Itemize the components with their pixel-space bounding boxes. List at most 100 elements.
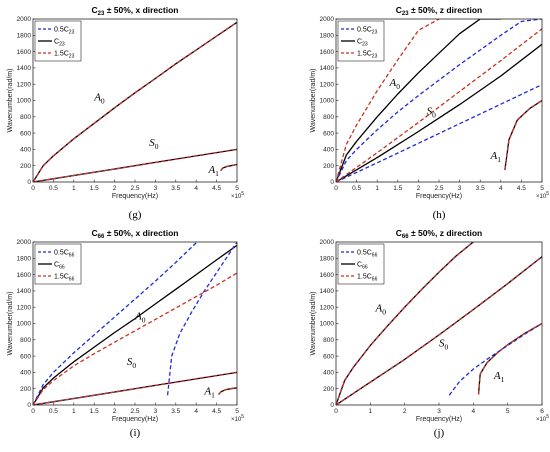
series-line-s0-1_5 [336, 28, 542, 182]
x-tick-label: 0 [31, 408, 35, 415]
y-tick-label: 1400 [17, 288, 32, 295]
chart-title: C66 ± 50%, z direction [396, 228, 482, 240]
x-tick-label: 2 [113, 408, 117, 415]
x-tick-label: 3.5 [171, 408, 180, 415]
chart-title: C23 ± 50%, z direction [396, 5, 482, 17]
y-tick-label: 1000 [17, 321, 32, 328]
y-tick-label: 400 [20, 147, 31, 154]
chart-panel: C66 ± 50%, z direction 0 1 2 3 4 5 6 0 200 400 600 8… [310, 228, 549, 439]
y-tick-label: 1600 [17, 49, 32, 56]
x-tick-label: 1 [72, 185, 76, 192]
x-tick-label: 4.5 [517, 185, 526, 192]
x-tick-label: 2 [113, 185, 117, 192]
series-line-a0-0_5 [336, 19, 542, 182]
x-tick-label: 1.5 [393, 185, 402, 192]
panel-label: (g) [129, 209, 142, 221]
series-group [33, 242, 237, 405]
x-tick-label: 1.5 [90, 408, 99, 415]
y-tick-label: 200 [323, 163, 334, 170]
x-tick-label: 5 [235, 408, 239, 415]
y-tick-label: 200 [323, 386, 334, 393]
y-tick-label: 1200 [320, 81, 335, 88]
x-tick-label: 1 [375, 185, 379, 192]
series-line-a0-1_5 [336, 242, 474, 405]
series-line-s0-1_0 [336, 43, 542, 182]
y-tick-label: 1400 [320, 65, 335, 72]
y-tick-label: 800 [323, 337, 334, 344]
x-axis-exponent: ×105 [536, 191, 549, 200]
x-tick-label: 1 [72, 408, 76, 415]
x-tick-label: 4.5 [212, 185, 221, 192]
series-line-s0-0_5 [336, 84, 542, 182]
series-line-a0-1_0 [33, 244, 237, 405]
y-tick-label: 200 [20, 386, 31, 393]
y-tick-label: 1000 [320, 321, 335, 328]
y-axis-label: Wavenumber(rad/m) [7, 69, 14, 133]
legend: 0.5C66 C66 1.5C66 [337, 243, 385, 285]
series-group [33, 21, 237, 182]
x-tick-label: 0 [334, 408, 338, 415]
series-line-a1-0_5 [448, 322, 542, 396]
x-tick-label: 5 [540, 185, 544, 192]
x-tick-label: 2 [417, 185, 421, 192]
y-axis-label: Wavenumber(rad/m) [310, 292, 317, 356]
y-tick-label: 1000 [320, 98, 335, 105]
legend-entry: C23 [54, 39, 65, 48]
y-tick-label: 1600 [320, 272, 335, 279]
y-axis-label: Wavenumber(rad/m) [7, 292, 14, 356]
x-tick-label: 0.5 [352, 185, 361, 192]
series-group [336, 242, 542, 405]
x-tick-label: 2.5 [130, 408, 139, 415]
series-group [336, 19, 542, 182]
x-tick-label: 3 [437, 408, 441, 415]
chart-panel: C23 ± 50%, x direction 0 0.5 1 1.5 2 2.5 3 3.5 4 4… [7, 5, 244, 221]
x-tick-label: 0 [31, 185, 35, 192]
y-tick-label: 1400 [17, 65, 32, 72]
y-tick-label: 0 [27, 179, 31, 186]
series-line-s0-1_5 [33, 371, 237, 405]
y-tick-label: 1600 [17, 272, 32, 279]
x-tick-label: 4 [194, 408, 198, 415]
x-tick-label: 5 [506, 408, 510, 415]
y-tick-label: 600 [323, 353, 334, 360]
mode-label: S0 [427, 105, 437, 119]
chart-panel: C66 ± 50%, x direction 0 0.5 1 1.5 2 2.5 3 3.5 4 4… [7, 228, 244, 439]
x-tick-label: 1 [369, 408, 373, 415]
series-line-a0-0_5 [33, 242, 197, 405]
y-tick-label: 2000 [17, 16, 32, 23]
y-tick-label: 800 [20, 337, 31, 344]
legend-entry: 0.5C66 [54, 250, 75, 259]
mode-label: A1 [207, 164, 219, 178]
y-tick-label: 1400 [320, 288, 335, 295]
legend-entry: 1.5C23 [54, 51, 75, 60]
x-axis-label: Frequency(Hz) [112, 416, 158, 423]
series-line-s0-1_5 [33, 148, 237, 182]
y-tick-label: 1800 [17, 256, 32, 263]
x-axis-label: Frequency(Hz) [416, 416, 462, 423]
legend-entry: 1.5C66 [54, 274, 75, 283]
series-line-a0-1_5 [33, 272, 237, 405]
y-tick-label: 1800 [320, 33, 335, 40]
y-tick-label: 2000 [17, 239, 32, 246]
panel-label: (i) [130, 427, 141, 439]
x-tick-label: 3.5 [476, 185, 485, 192]
y-tick-label: 1200 [17, 81, 32, 88]
y-tick-label: 400 [20, 370, 31, 377]
x-tick-label: 2.5 [130, 185, 139, 192]
y-tick-label: 400 [323, 370, 334, 377]
mode-label: A1 [203, 385, 215, 399]
y-tick-label: 1600 [320, 49, 335, 56]
y-tick-label: 2000 [320, 239, 335, 246]
legend-entry: 1.5C23 [357, 51, 378, 60]
x-axis-label: Frequency(Hz) [416, 193, 462, 200]
mode-label: S0 [127, 356, 137, 370]
panel-label: (j) [434, 427, 445, 439]
x-axis-exponent: ×105 [231, 191, 244, 200]
legend-entry: C23 [357, 39, 368, 48]
series-line-a0-1_5 [336, 19, 440, 182]
x-tick-label: 4 [472, 408, 476, 415]
panel-label: (h) [433, 209, 446, 221]
series-line-a0-1_0 [336, 19, 501, 182]
y-tick-label: 1800 [320, 256, 335, 263]
